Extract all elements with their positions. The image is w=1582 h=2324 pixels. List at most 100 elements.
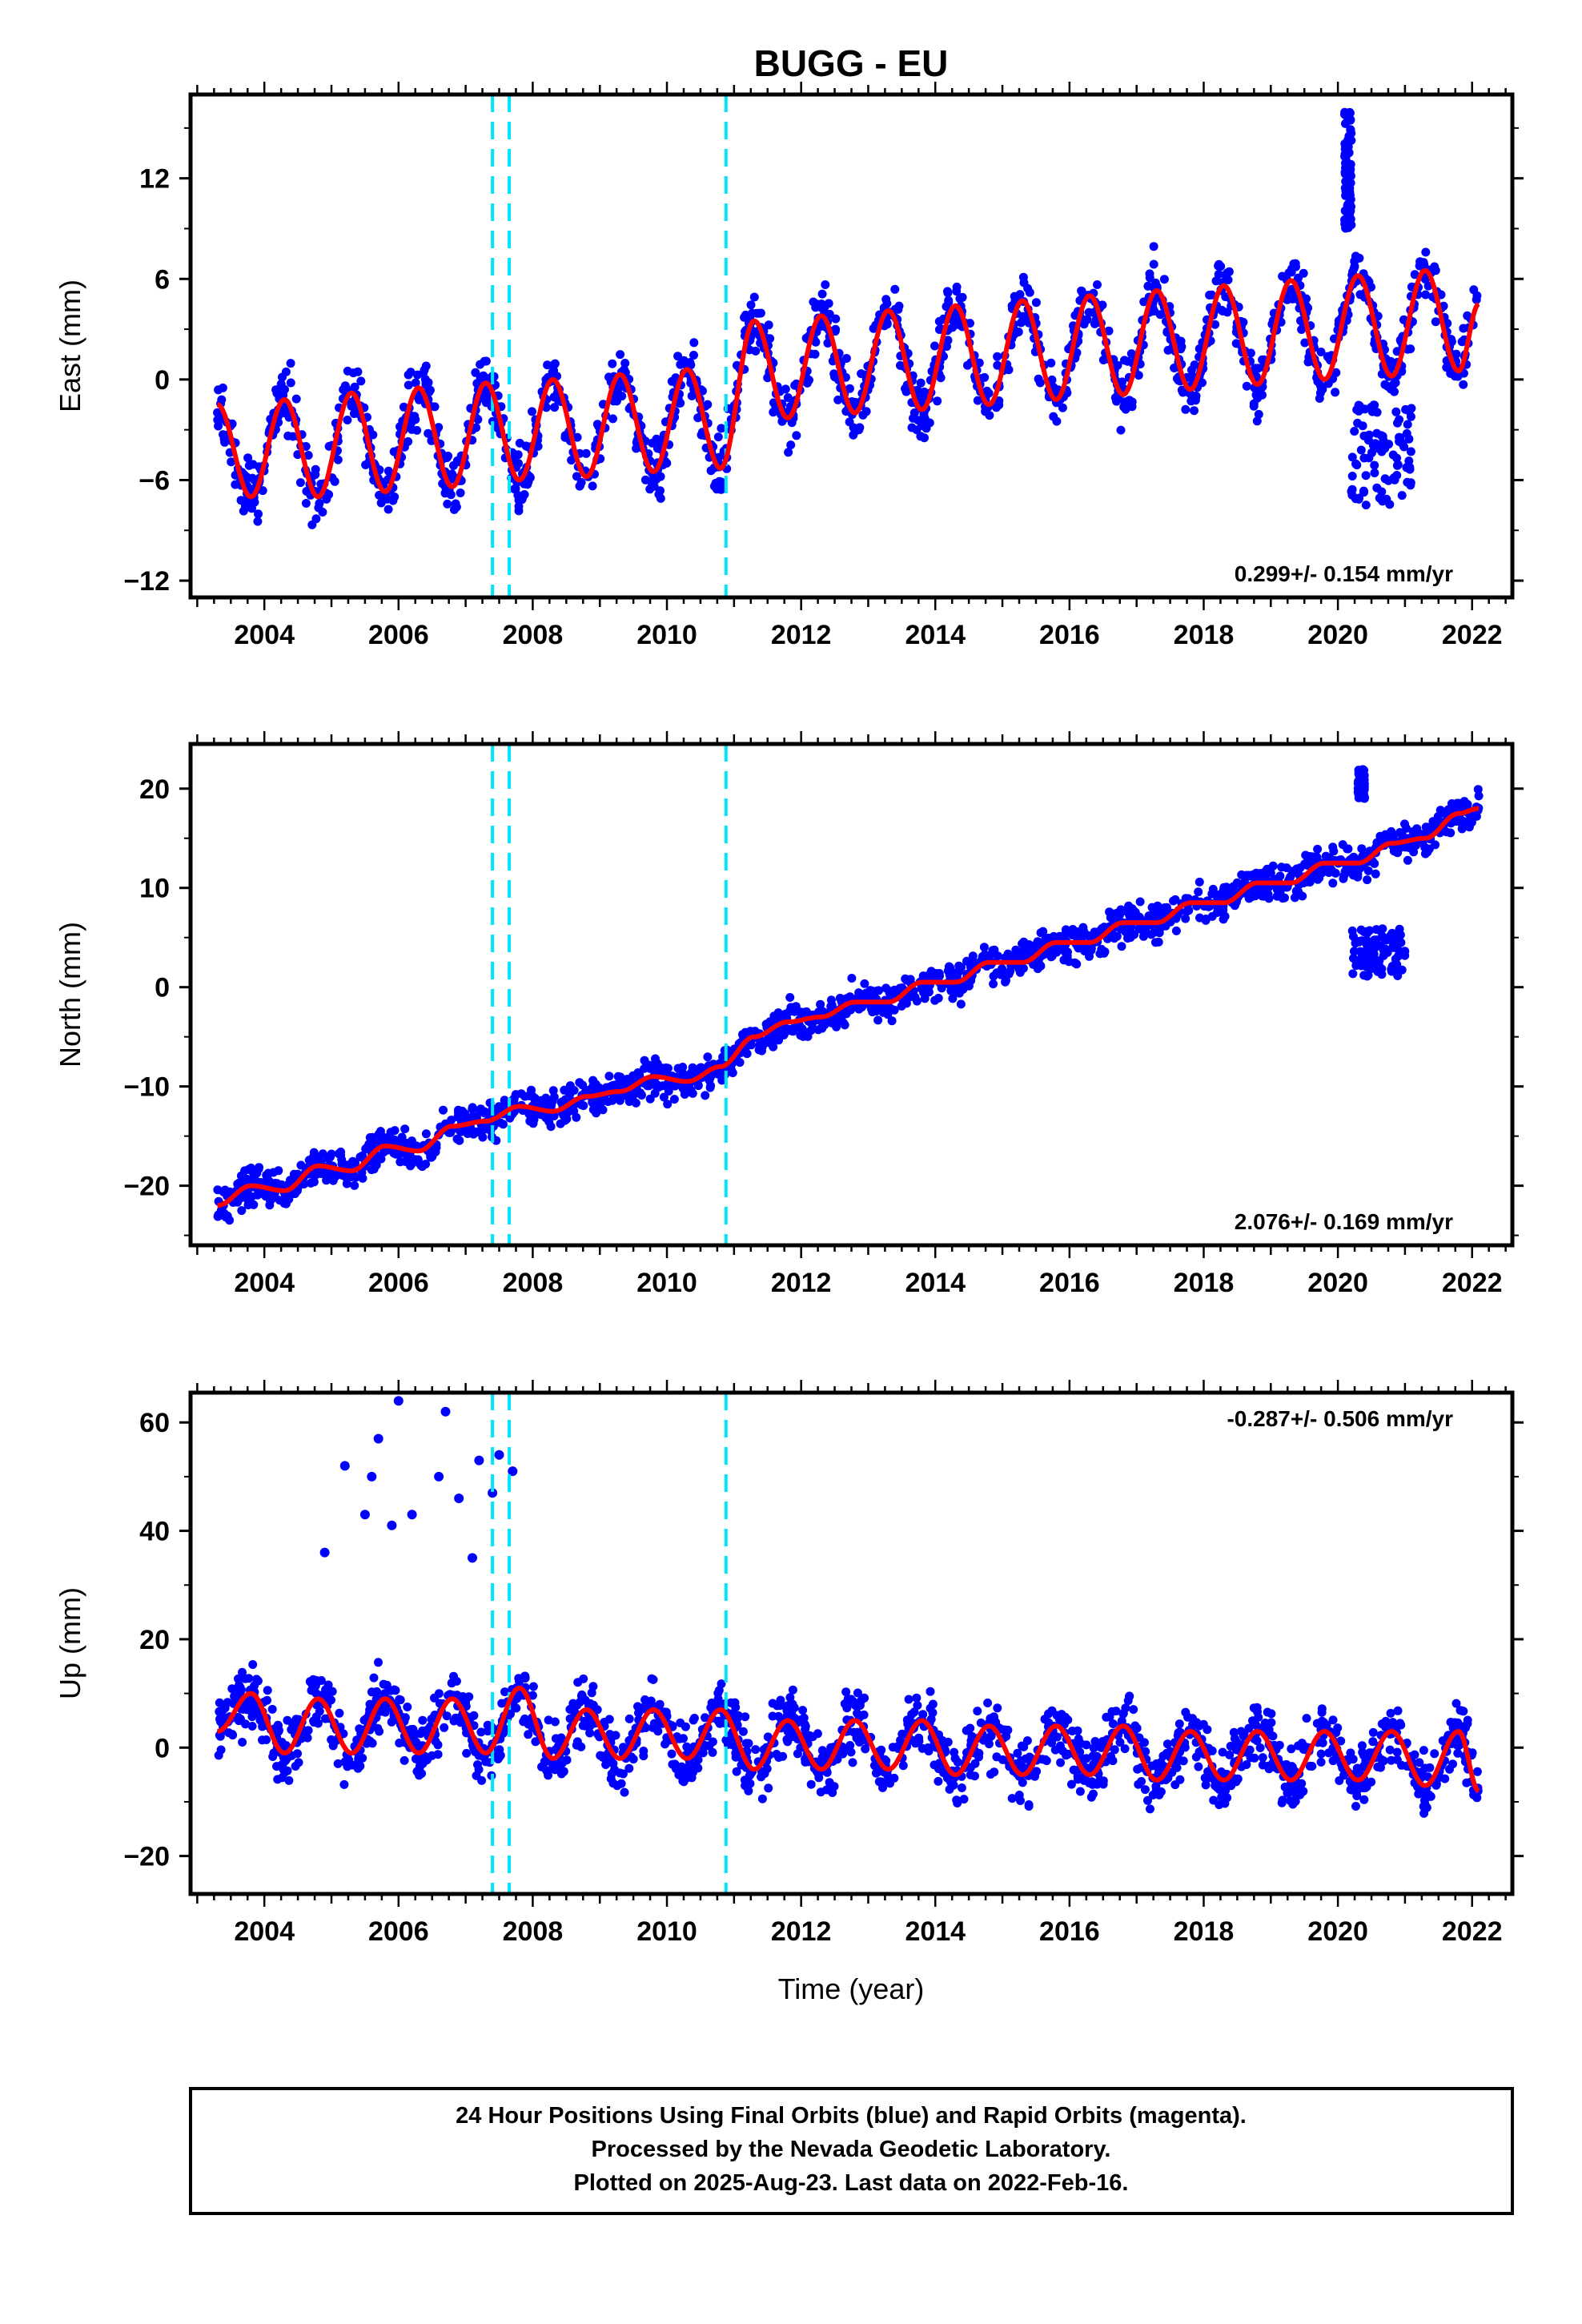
position-point [1254,364,1263,373]
position-point [1260,867,1270,877]
rate-label: 0.299+/- 0.154 mm/yr [1235,561,1453,586]
position-point [324,441,334,451]
position-point [1181,914,1191,923]
x-tick-label: 2012 [771,620,832,650]
position-point [304,1156,314,1165]
x-tick-label: 2006 [368,620,429,650]
position-point [1190,406,1199,416]
position-point [1373,312,1383,321]
position-point [1090,927,1099,937]
position-point [307,520,317,529]
outlier-point [1341,177,1351,187]
position-point [1391,378,1400,388]
position-point [419,368,428,378]
plot-area [213,94,1482,597]
outlier-point [1352,460,1362,470]
position-point [640,475,650,485]
position-point [1058,403,1067,412]
position-point [404,380,413,390]
x-tick-label: 2014 [905,1268,966,1298]
y-tick-label: 10 [139,874,170,904]
position-point [376,1131,386,1140]
outlier-point [1390,475,1399,485]
position-point [890,284,900,294]
position-point [713,1069,723,1079]
x-tick-label: 2018 [1174,1268,1235,1298]
position-point [717,477,726,487]
y-axis-label: East (mm) [54,279,86,412]
position-point [301,442,311,451]
position-point [839,1019,849,1027]
position-point [572,432,582,442]
position-point [1343,844,1352,854]
outlier-point [1375,493,1384,503]
position-point [896,360,905,370]
position-point [1246,348,1255,358]
position-point [1278,894,1287,903]
position-point [1104,326,1114,336]
position-point [1089,308,1098,317]
position-point [948,994,958,1003]
position-point [1300,338,1310,348]
y-tick-label: −20 [123,1172,170,1202]
outlier-point [1340,110,1349,119]
position-point [416,1160,426,1170]
position-point [1143,281,1153,291]
outlier-point [1391,963,1399,973]
position-point [608,359,617,368]
position-point [1298,891,1307,901]
position-point [693,1081,703,1091]
x-tick-label: 2014 [905,620,966,650]
position-point [1421,247,1431,257]
position-point [288,432,298,441]
position-point [785,993,795,1002]
position-point [1469,285,1479,295]
position-point [584,1085,593,1095]
position-point [777,416,787,426]
position-point [887,1016,897,1026]
outlier-point [1403,420,1412,429]
position-point [1086,946,1096,955]
position-point [954,961,964,971]
position-point [424,378,433,388]
position-point [604,1072,614,1081]
position-point [858,410,868,420]
position-point [749,327,759,336]
position-point [934,1776,943,1786]
position-point [343,416,352,424]
position-point [873,1015,883,1025]
position-point [473,415,483,424]
position-point [541,403,551,412]
position-point [546,1122,556,1132]
position-point [214,421,223,431]
position-point [1328,879,1338,888]
position-point [821,280,830,289]
position-point [452,1134,462,1144]
position-point [1363,866,1373,875]
position-point [1126,349,1136,359]
position-point [1191,391,1201,400]
position-point [869,988,878,998]
position-point [920,433,929,443]
position-point [974,358,984,368]
outlier-point [1347,487,1356,497]
position-point [462,1748,472,1758]
position-point [926,1687,935,1696]
position-point [828,1018,837,1027]
position-point [1221,270,1231,279]
position-point [749,292,759,302]
position-point [399,402,408,412]
position-point [1252,416,1262,426]
position-point [1047,375,1057,384]
position-point [661,1063,671,1072]
position-point [633,1088,643,1098]
position-point [421,361,431,371]
position-point [1014,964,1024,974]
position-point [1090,319,1099,328]
position-point [1290,893,1299,903]
position-point [1134,912,1144,922]
position-point [909,408,919,417]
position-point [1454,798,1464,808]
position-point [1195,877,1204,887]
outlier-point [1348,969,1358,979]
